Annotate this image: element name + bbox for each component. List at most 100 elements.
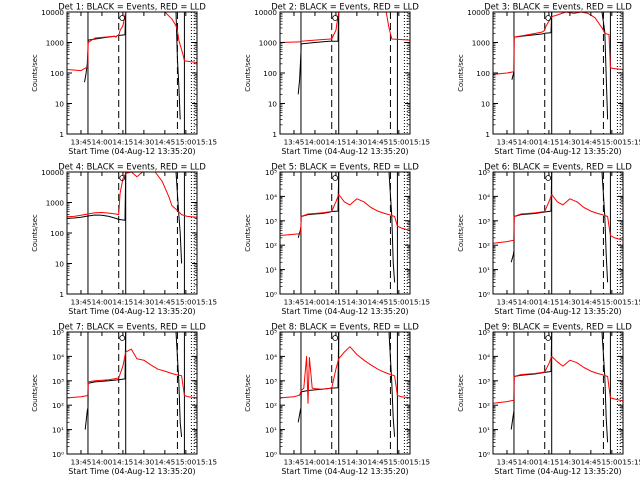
y-tick-label: 10⁴ — [52, 352, 64, 361]
plot-area — [493, 172, 623, 294]
y-tick-label: 1000 — [259, 39, 278, 48]
y-tick-label: 10³ — [265, 377, 277, 386]
y-tick-label: 100 — [50, 69, 64, 78]
x-tick-label: 13:45 — [71, 298, 92, 307]
x-tick-label: 15:00 — [601, 458, 622, 467]
x-axis-label: Start Time (04-Aug-12 13:35:20) — [494, 467, 621, 476]
y-axis-label: Counts/sec — [457, 374, 465, 412]
y-tick-label: 10000 — [41, 168, 64, 177]
x-tick-label: 13:45 — [284, 458, 305, 467]
detector-panel-5: Det 5: BLACK = Events, RED = LLD 10⁰ 10¹ 10… — [244, 162, 430, 317]
y-tick-label: 10⁴ — [265, 352, 277, 361]
x-tick-label: 15:15 — [409, 138, 430, 147]
x-tick-label: 14:45 — [580, 298, 601, 307]
y-axis-label: Counts/sec — [31, 214, 39, 252]
y-tick-label: 10⁵ — [478, 168, 490, 177]
events-series-line — [297, 12, 389, 95]
y-tick-label: 10⁴ — [478, 352, 490, 361]
x-tick-label: 13:45 — [71, 138, 92, 147]
x-tick-label: 13:45 — [284, 298, 305, 307]
x-tick-label: 14:00 — [92, 458, 113, 467]
y-tick-label: 10⁵ — [478, 328, 490, 337]
x-tick-label: 14:30 — [134, 458, 155, 467]
y-tick-label: 10 — [481, 100, 491, 109]
y-tick-label: 10² — [265, 401, 277, 410]
events-series-line — [297, 172, 396, 283]
panel-title: Det 8: BLACK = Events, RED = LLD — [271, 322, 419, 332]
y-axis-label: Counts/sec — [244, 54, 252, 92]
x-tick-label: 14:30 — [347, 298, 368, 307]
y-tick-label: 100 — [50, 229, 64, 238]
x-tick-label: 14:45 — [580, 138, 601, 147]
x-tick-label: 13:45 — [497, 298, 518, 307]
x-tick-label: 15:00 — [388, 298, 409, 307]
y-tick-label: 10¹ — [478, 266, 490, 275]
x-axis-label: Start Time (04-Aug-12 13:35:20) — [281, 307, 408, 316]
plot-area — [280, 12, 410, 134]
attenuator-marker — [332, 335, 339, 341]
y-axis-label: Counts/sec — [244, 374, 252, 412]
x-tick-label: 15:00 — [601, 298, 622, 307]
y-tick-label: 100 — [476, 69, 490, 78]
y-tick-label: 10⁰ — [478, 290, 490, 299]
x-tick-label: 15:15 — [622, 458, 640, 467]
y-axis-label: Counts/sec — [457, 214, 465, 252]
x-tick-label: 15:00 — [388, 458, 409, 467]
y-tick-label: 10⁵ — [265, 168, 277, 177]
x-tick-label: 14:15 — [539, 138, 560, 147]
y-tick-label: 10000 — [254, 8, 277, 17]
y-tick-label: 10⁴ — [265, 192, 277, 201]
x-tick-label: 14:30 — [134, 298, 155, 307]
y-tick-label: 1 — [59, 130, 64, 139]
events-series-line — [297, 332, 396, 437]
x-tick-label: 14:30 — [347, 458, 368, 467]
events-series-line — [510, 172, 609, 283]
detector-panel-9: Det 9: BLACK = Events, RED = LLD 10⁰ 10¹ 10… — [457, 322, 640, 477]
y-axis-label: Counts/sec — [31, 54, 39, 92]
x-tick-label: 15:15 — [622, 298, 640, 307]
x-tick-label: 14:15 — [539, 458, 560, 467]
lld-series-line — [280, 12, 410, 43]
y-tick-label: 1000 — [472, 39, 491, 48]
plot-frame — [492, 331, 624, 455]
y-tick-label: 10² — [52, 401, 64, 410]
detector-panel-8: Det 8: BLACK = Events, RED = LLD 10⁰ 10¹ 10… — [244, 322, 430, 477]
plot-frame — [279, 331, 411, 455]
x-tick-label: 14:30 — [560, 298, 581, 307]
events-series-line — [510, 332, 609, 443]
x-tick-label: 14:00 — [305, 298, 326, 307]
x-tick-label: 15:15 — [622, 138, 640, 147]
x-tick-label: 14:30 — [560, 138, 581, 147]
y-tick-label: 10⁰ — [478, 450, 490, 459]
panel-title: Det 4: BLACK = Events, RED = LLD — [58, 162, 206, 172]
x-tick-label: 14:00 — [518, 458, 539, 467]
x-tick-label: 14:15 — [113, 298, 134, 307]
attenuator-marker — [545, 175, 552, 181]
x-tick-label: 14:15 — [539, 298, 560, 307]
x-tick-label: 15:00 — [175, 138, 196, 147]
x-tick-label: 13:45 — [497, 138, 518, 147]
panel-title: Det 9: BLACK = Events, RED = LLD — [484, 322, 632, 332]
x-tick-label: 14:45 — [154, 458, 175, 467]
x-tick-label: 13:45 — [284, 138, 305, 147]
attenuator-marker — [332, 175, 339, 181]
detector-panel-6: Det 6: BLACK = Events, RED = LLD 10⁰ 10¹ 10… — [457, 162, 640, 317]
events-series-line — [67, 172, 183, 264]
x-tick-label: 14:00 — [518, 298, 539, 307]
y-axis-label: Counts/sec — [457, 54, 465, 92]
x-tick-label: 14:15 — [326, 138, 347, 147]
x-axis-label: Start Time (04-Aug-12 13:35:20) — [68, 147, 195, 156]
x-tick-label: 14:00 — [518, 138, 539, 147]
y-tick-label: 10² — [265, 241, 277, 250]
x-axis-label: Start Time (04-Aug-12 13:35:20) — [68, 467, 195, 476]
attenuator-marker — [119, 335, 126, 341]
lld-series-line — [67, 348, 197, 399]
y-tick-label: 10⁵ — [265, 328, 277, 337]
y-tick-label: 10³ — [265, 217, 277, 226]
x-tick-label: 14:45 — [367, 138, 388, 147]
y-tick-label: 1 — [59, 290, 64, 299]
y-tick-label: 10⁴ — [478, 192, 490, 201]
attenuator-marker — [545, 335, 552, 341]
plot-area — [280, 172, 410, 294]
x-tick-label: 15:15 — [409, 458, 430, 467]
